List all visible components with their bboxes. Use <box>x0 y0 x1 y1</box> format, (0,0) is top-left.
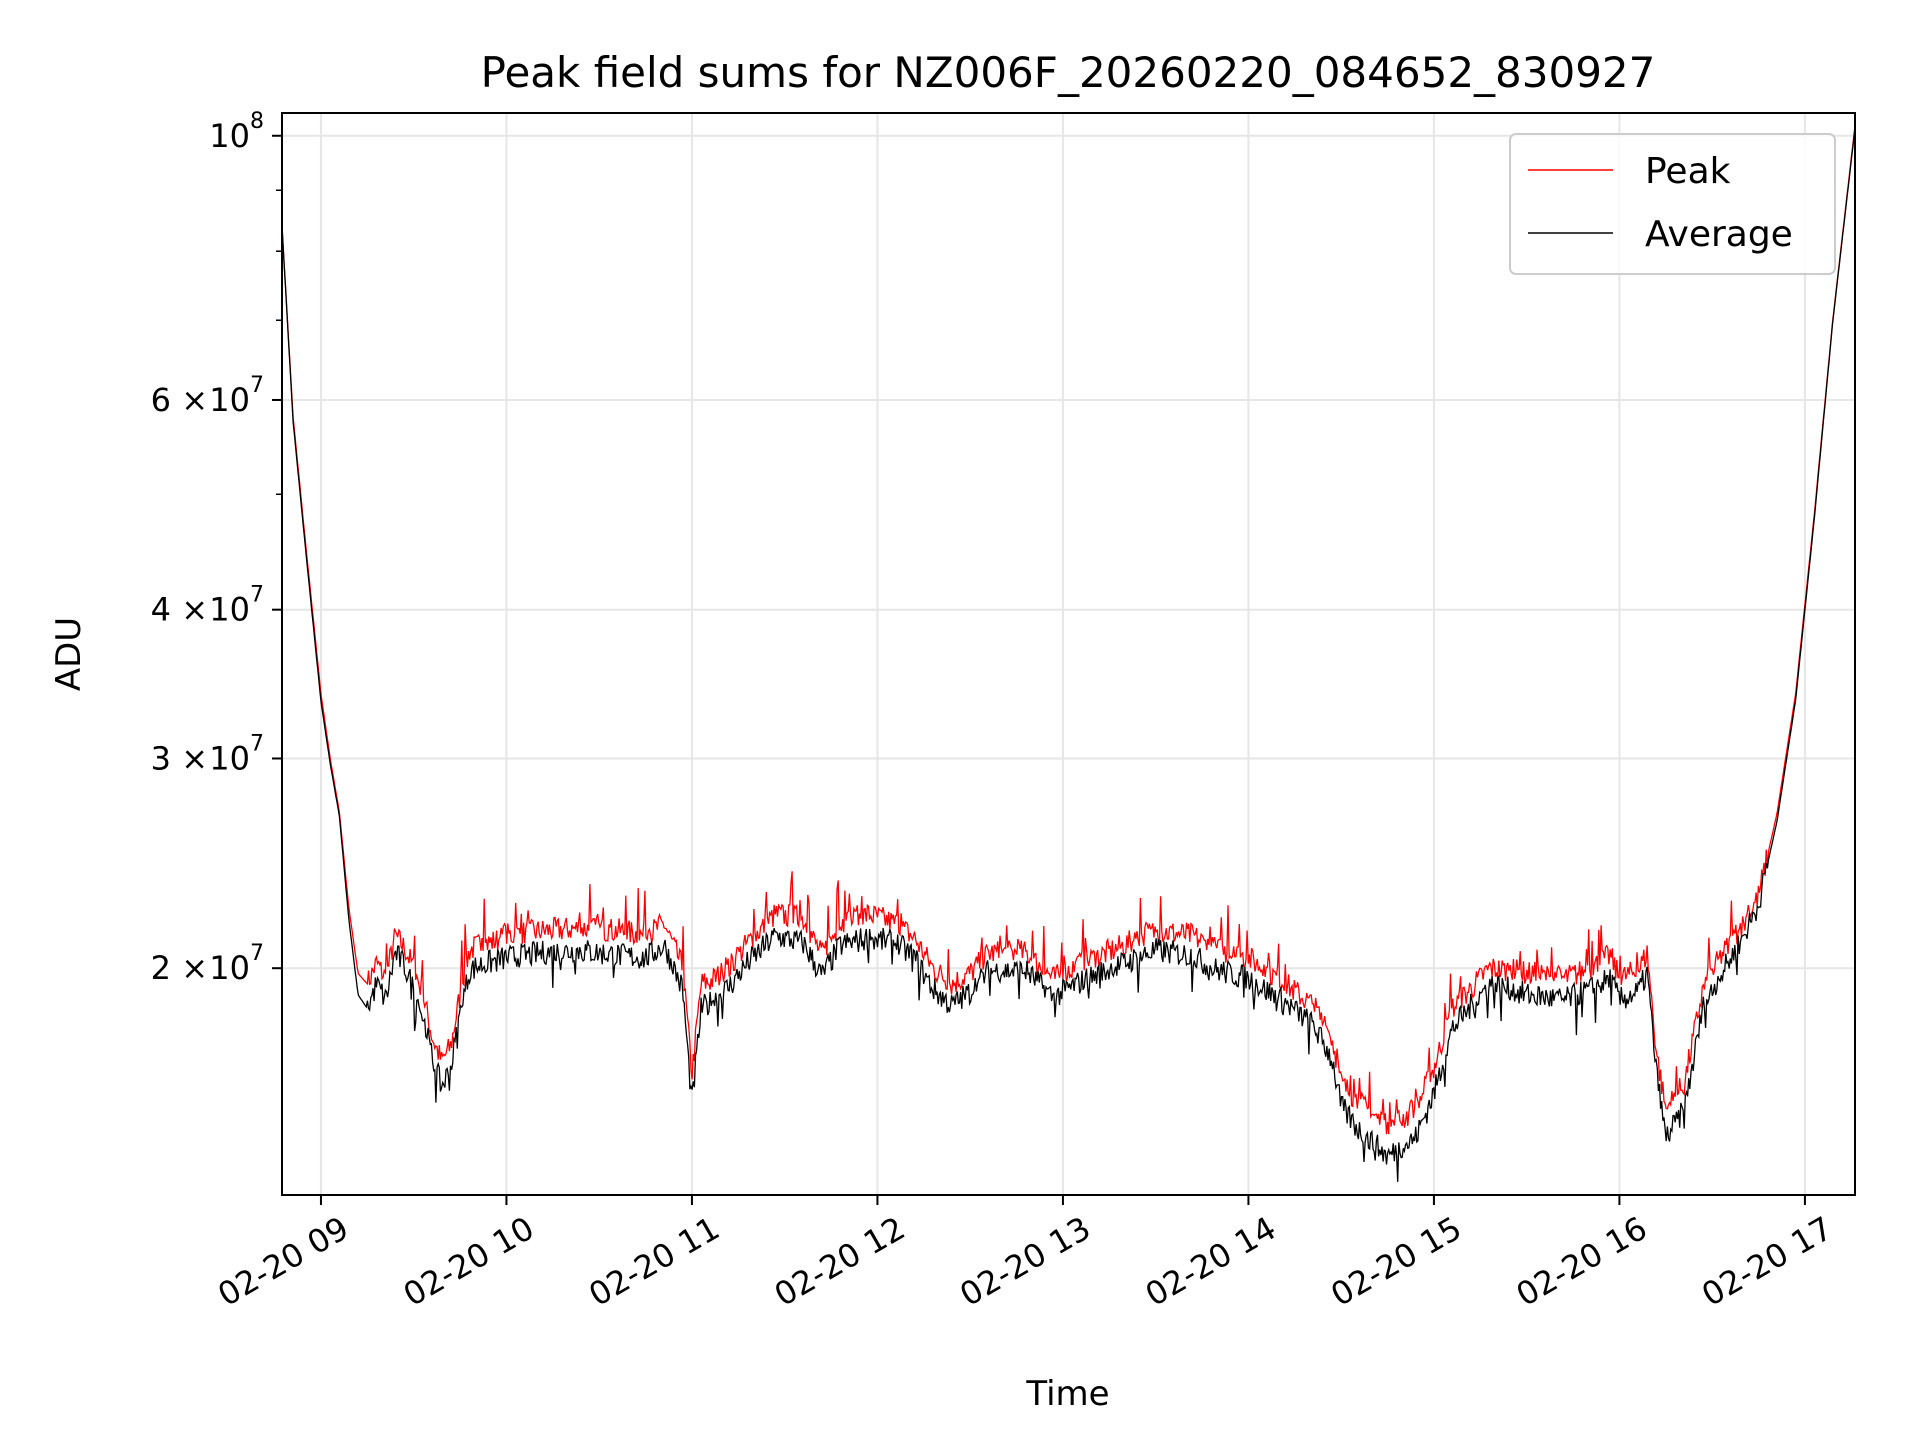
x-axis-label: Time <box>1025 1374 1109 1414</box>
y-tick-exponent: 7 <box>250 941 264 966</box>
y-tick-exponent: 8 <box>250 109 264 134</box>
y-tick-mantissa: 3 × <box>151 739 208 777</box>
y-tick-mantissa: 4 × <box>151 591 208 629</box>
legend-box <box>1509 133 1836 275</box>
legend-label-average: Average <box>1645 214 1793 255</box>
y-axis-label: ADU <box>49 617 89 691</box>
y-tick-exponent: 7 <box>250 583 264 608</box>
series-line-average <box>282 128 1855 1182</box>
y-tick-mantissa: 2 × <box>151 949 208 987</box>
y-tick-label: 810 <box>209 109 264 155</box>
legend-label-peak: Peak <box>1645 151 1731 192</box>
y-tick-base: 10 <box>209 949 250 987</box>
y-tick-base: 10 <box>209 117 250 155</box>
y-tick-base: 10 <box>209 591 250 629</box>
series-line-peak <box>282 125 1855 1135</box>
chart-title: Peak field sums for NZ006F_20260220_0846… <box>481 48 1656 97</box>
legend: Peak Average <box>1509 133 1836 275</box>
y-tick-mantissa: 6 × <box>151 381 208 419</box>
y-tick-base: 10 <box>209 739 250 777</box>
series-layer <box>282 125 1855 1182</box>
y-tick-exponent: 7 <box>250 731 264 756</box>
y-tick-base: 10 <box>209 381 250 419</box>
y-tick-exponent: 7 <box>250 373 264 398</box>
plot-frame <box>281 112 1856 1196</box>
